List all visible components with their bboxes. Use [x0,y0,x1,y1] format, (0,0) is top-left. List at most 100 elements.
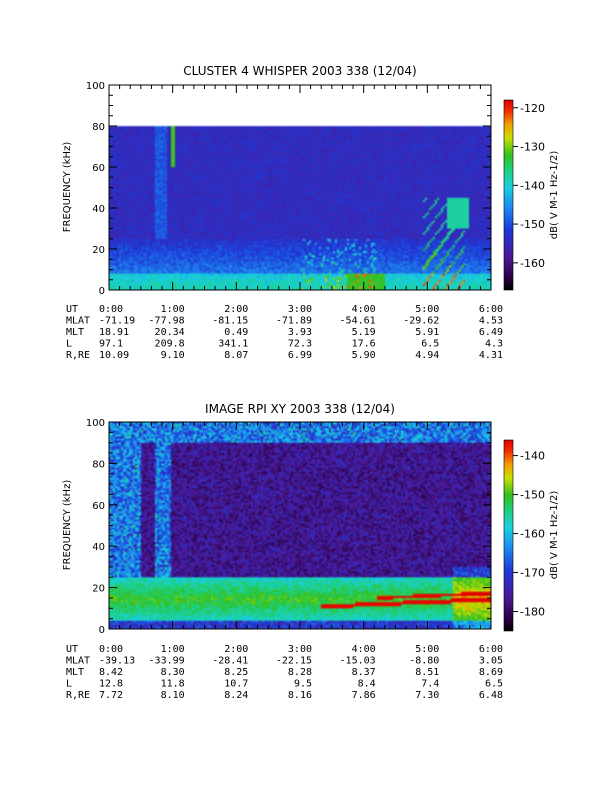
y-tick-label: 60 [92,501,105,512]
ephemeris-value: 7.4 [421,679,439,690]
ephemeris-value: 1:00 [161,644,185,655]
y-tick-label: 20 [92,584,105,595]
ephemeris-value: 4.31 [479,350,503,361]
colorbar-tick-label: -130 [520,141,545,154]
panel-image-colorbar-label: dB( V M-1 Hz-1/2) [549,491,560,580]
colorbar-tick-label: -150 [520,218,545,231]
spectrogram-image [109,422,491,629]
panel-cluster-colorbar-ticks: -120 -130 -140 -150 -160 [513,102,545,270]
ephemeris-row-label: MLT [66,667,84,678]
ephemeris-value: 0:00 [99,304,123,315]
ephemeris-value: 18.91 [99,327,129,338]
ephemeris-value: -33.99 [149,656,185,667]
colorbar-tick-label: -140 [520,179,545,192]
ephemeris-value: 5.91 [415,327,439,338]
panel-image: IMAGE RPI XY 2003 338 (12/04) 0 20 40 60 80 1… [62,402,560,701]
ephemeris-value: -71.89 [276,316,312,327]
ephemeris-value: 4:00 [352,644,376,655]
panel-image-y-axis: 0 20 40 60 80 100 [86,418,491,636]
panel-image-x-axis [108,422,492,629]
ephemeris-value: 72.3 [288,339,312,350]
panel-cluster-title: CLUSTER 4 WHISPER 2003 338 (12/04) [183,64,416,78]
ephemeris-value: 6:00 [479,644,503,655]
ephemeris-value: 6.5 [421,339,439,350]
ephemeris-value: 8.69 [479,667,503,678]
ephemeris-row-label: MLT [66,327,84,338]
ephemeris-value: 8.42 [99,667,123,678]
ephemeris-value: 5:00 [415,304,439,315]
ephemeris-row-label: R,RE [66,350,90,361]
ephemeris-row-label: L [66,339,72,350]
y-tick-label: 80 [92,459,105,470]
ephemeris-value: -81.15 [212,316,248,327]
ephemeris-value: 8.4 [358,679,376,690]
ephemeris-value: -8.80 [409,656,439,667]
ephemeris-value: 8.51 [415,667,439,678]
spectrogram-image [109,85,491,290]
ephemeris-value: 5:00 [415,644,439,655]
panel-image-spectrogram [109,422,491,629]
y-tick-label: 0 [99,286,105,297]
y-tick-label: 60 [92,163,105,174]
ephemeris-value: 6.48 [479,690,503,701]
ephemeris-value: 9.10 [161,350,185,361]
ephemeris-value: 8.24 [224,690,248,701]
ephemeris-value: 7.30 [415,690,439,701]
ephemeris-value: -39.13 [99,656,135,667]
ephemeris-value: 3.05 [479,656,503,667]
ephemeris-value: 6.99 [288,350,312,361]
ephemeris-value: 3:00 [288,644,312,655]
ephemeris-value: 5.90 [352,350,376,361]
ephemeris-value: 7.86 [352,690,376,701]
colorbar-tick-label: -160 [520,257,545,270]
ephemeris-row-label: L [66,679,72,690]
ephemeris-value: 20.34 [155,327,185,338]
panel-cluster-x-axis [108,85,492,290]
panel-cluster-spectrogram [109,85,491,290]
ephemeris-value: 17.6 [352,339,376,350]
ephemeris-value: 7.72 [99,690,123,701]
panel-cluster-colorbar-label: dB( V M-1 Hz-1/2) [549,151,560,240]
ephemeris-value: 8.07 [224,350,248,361]
ephemeris-row-label: MLAT [66,316,90,327]
ephemeris-value: 0.49 [224,327,248,338]
ephemeris-value: -71.19 [99,316,135,327]
y-tick-label: 100 [86,418,105,429]
ephemeris-value: 8.28 [288,667,312,678]
colorbar-tick-label: -140 [520,450,545,463]
ephemeris-value: 341.1 [218,339,248,350]
panel-image-ylabel: FREQUENCY (kHz) [62,480,73,571]
ephemeris-value: 8.10 [161,690,185,701]
colorbar-tick-label: -120 [520,102,545,115]
ephemeris-value: 1:00 [161,304,185,315]
ephemeris-row-label: UT [66,304,78,315]
ephemeris-value: -28.41 [212,656,248,667]
ephemeris-value: 10.7 [224,679,248,690]
ephemeris-value: 6:00 [479,304,503,315]
ephemeris-value: 4.3 [485,339,503,350]
ephemeris-value: 0:00 [99,644,123,655]
ephemeris-row-label: UT [66,644,78,655]
y-tick-label: 100 [86,81,105,92]
ephemeris-value: 4:00 [352,304,376,315]
colorbar-tick-label: -150 [520,489,545,502]
ephemeris-value: -54.61 [340,316,376,327]
ephemeris-value: -15.03 [340,656,376,667]
y-tick-label: 0 [99,625,105,636]
y-tick-label: 40 [92,204,105,215]
ephemeris-value: 8.16 [288,690,312,701]
colorbar-tick-label: -160 [520,528,545,541]
ephemeris-value: -22.15 [276,656,312,667]
ephemeris-row-label: MLAT [66,656,90,667]
ephemeris-value: 12.8 [99,679,123,690]
panel-cluster-colorbar [503,99,514,291]
ephemeris-value: 97.1 [99,339,123,350]
panel-image-colorbar-ticks: -140 -150 -160 -170 -180 [513,450,545,619]
ephemeris-value: 4.53 [479,316,503,327]
ephemeris-value: 8.37 [352,667,376,678]
colorbar-tick-label: -170 [520,567,545,580]
ephemeris-value: 9.5 [294,679,312,690]
